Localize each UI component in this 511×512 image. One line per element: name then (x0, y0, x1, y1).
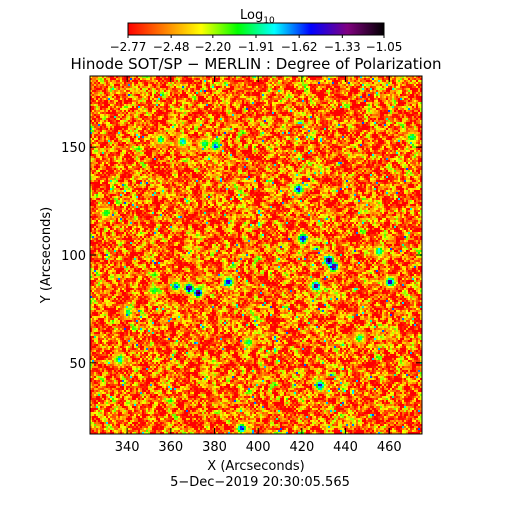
y-tick-label: 150 (61, 141, 86, 156)
y-tick-label: 100 (61, 249, 86, 264)
x-axis-label: X (Arcseconds) (207, 459, 304, 474)
x-axis: 340 360 380 400 420 440 460 (115, 76, 402, 455)
x-tick-label: 420 (289, 440, 314, 455)
colorbar-tick-label: −1.05 (366, 40, 403, 54)
colorbar: Log10 −2.77 −2.48 −2.20 −1.91 −1.62 −1.33 −1.0… (110, 8, 403, 54)
x-tick-label: 400 (246, 440, 271, 455)
colorbar-label: Log10 (240, 8, 275, 26)
colorbar-bar (127, 22, 385, 36)
heatmap-image (90, 76, 422, 434)
x-tick-label: 380 (202, 440, 227, 455)
plot-area (89, 75, 423, 435)
colorbar-tick-label: −2.48 (153, 40, 190, 54)
colorbar-tick-label: −2.77 (110, 40, 147, 54)
chart-title: Hinode SOT/SP − MERLIN : Degree of Polar… (70, 55, 441, 73)
y-axis: 50 100 150 (61, 141, 422, 372)
colorbar-tick-label: −1.62 (281, 40, 318, 54)
x-tick-label: 460 (377, 440, 402, 455)
colorbar-tick-label: −1.91 (238, 40, 275, 54)
colorbar-ticks: −2.77 −2.48 −2.20 −1.91 −1.62 −1.33 −1.05 (110, 35, 403, 54)
y-axis-label: Y (Arcseconds) (39, 207, 54, 304)
x-tick-label: 340 (115, 440, 140, 455)
date-label: 5−Dec−2019 20:30:05.565 (170, 475, 350, 490)
colorbar-tick-label: −2.20 (194, 40, 231, 54)
x-tick-label: 440 (333, 440, 358, 455)
colorbar-tick-label: −1.33 (324, 40, 361, 54)
y-tick-label: 50 (69, 357, 86, 372)
x-tick-label: 360 (158, 440, 183, 455)
